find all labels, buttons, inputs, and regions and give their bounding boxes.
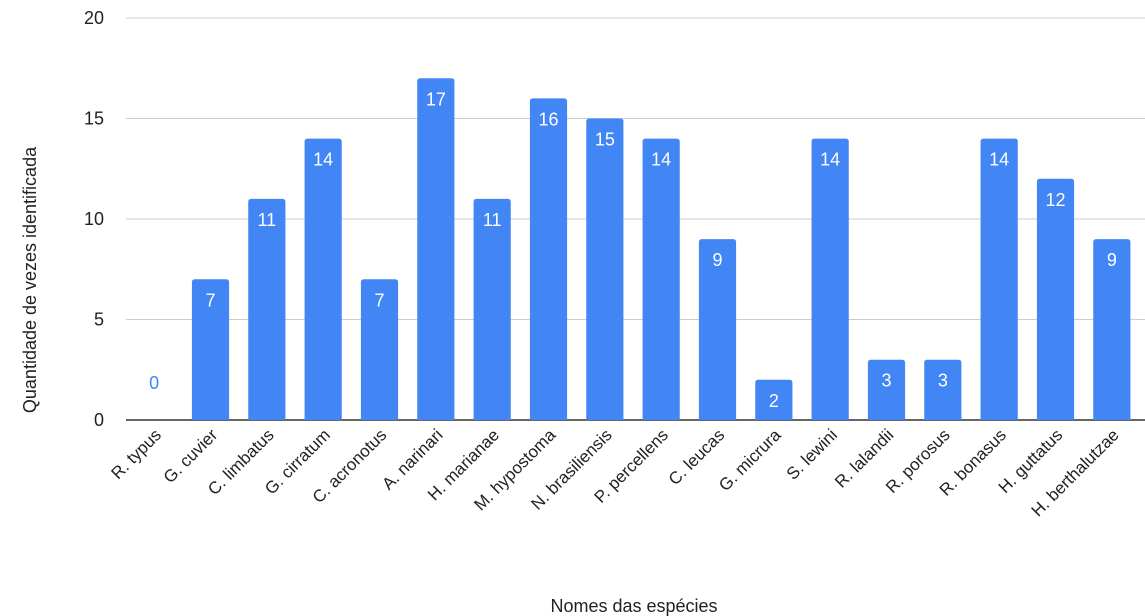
bar — [698, 239, 737, 420]
x-axis-title: Nomes das espécies — [550, 596, 717, 616]
data-label: 0 — [149, 373, 159, 393]
data-label: 14 — [313, 150, 333, 170]
bar — [304, 138, 342, 420]
bar — [642, 138, 680, 420]
bar — [360, 279, 399, 420]
y-tick-label: 15 — [84, 109, 104, 129]
y-tick-label: 5 — [94, 310, 104, 330]
data-label: 17 — [426, 89, 446, 109]
data-label: 14 — [651, 150, 671, 170]
y-tick-label: 10 — [84, 209, 104, 229]
data-label: 11 — [257, 210, 276, 230]
bar — [473, 198, 511, 420]
data-label: 15 — [595, 130, 615, 150]
data-label: 9 — [712, 250, 722, 270]
data-label: 14 — [989, 150, 1009, 170]
data-label: 2 — [769, 391, 779, 411]
bar — [924, 359, 962, 420]
data-label: 14 — [820, 150, 840, 170]
bar — [191, 279, 230, 420]
bar — [529, 98, 568, 421]
category-label: G. micrura — [715, 425, 785, 495]
category-label: S. lewini — [783, 425, 841, 483]
y-tick-label: 20 — [84, 8, 104, 28]
data-label: 9 — [1107, 250, 1117, 270]
gridlines — [126, 17, 1145, 421]
bar — [417, 78, 455, 421]
bars — [191, 78, 1131, 421]
data-labels: 0 7 11 14 7 17 11 16 15 14 9 2 14 3 3 14 12 9 — [149, 89, 1117, 411]
data-label: 12 — [1045, 190, 1065, 210]
category-label: R. typus — [107, 425, 165, 483]
bar — [1036, 178, 1075, 420]
y-tick-labels: 0 5 10 15 20 — [84, 8, 104, 430]
data-label: 7 — [374, 290, 384, 310]
data-label: 16 — [538, 109, 558, 129]
bar — [867, 359, 906, 420]
bar — [811, 138, 849, 420]
y-axis-title: Quantidade de vezes identificada — [20, 146, 40, 413]
data-label: 3 — [881, 371, 891, 391]
y-tick-label: 0 — [94, 410, 104, 430]
data-label: 7 — [205, 290, 215, 310]
bar — [980, 138, 1018, 420]
bar — [248, 198, 286, 420]
data-label: 11 — [483, 210, 502, 230]
data-label: 3 — [938, 371, 948, 391]
bar — [1093, 239, 1131, 420]
bar — [755, 379, 793, 420]
bar — [586, 118, 624, 420]
